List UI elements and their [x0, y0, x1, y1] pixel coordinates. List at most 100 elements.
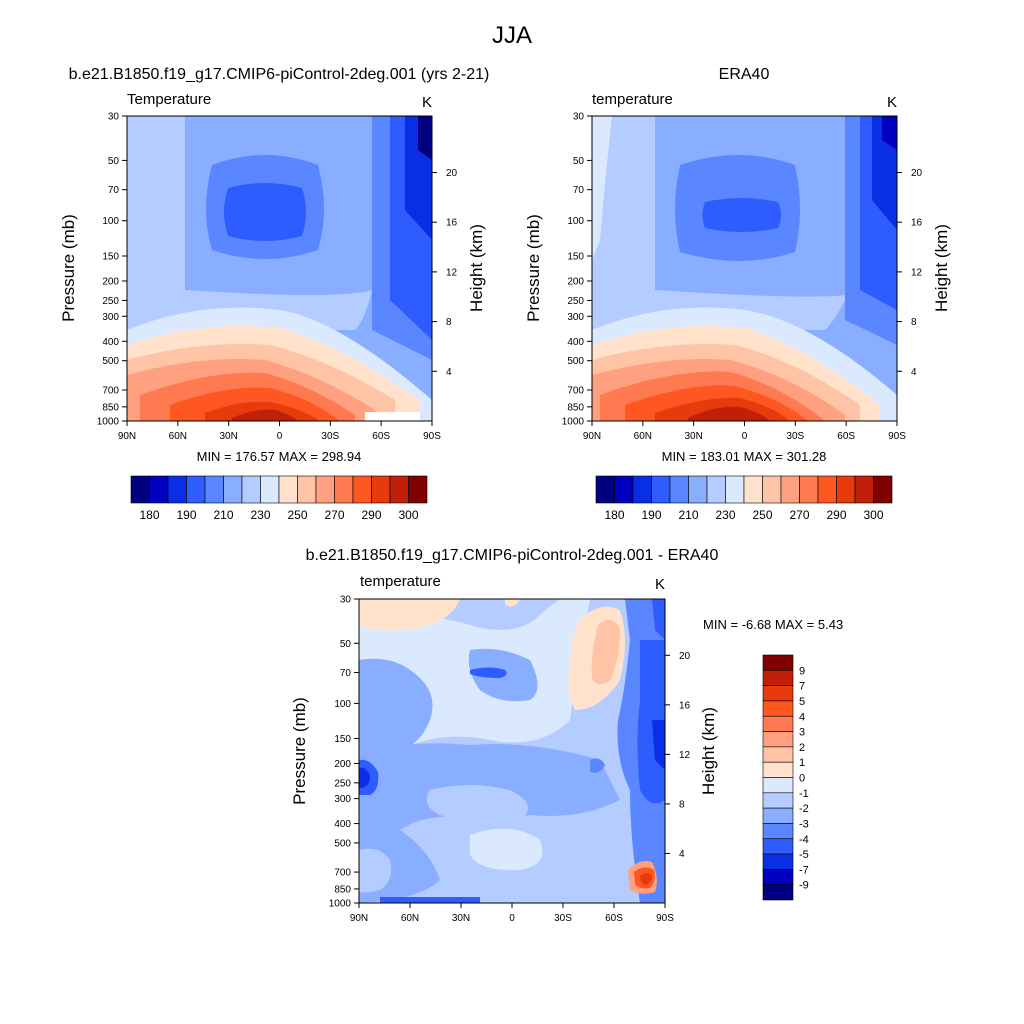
- difference-y-tick-label: 700: [334, 868, 351, 879]
- difference-y-right-tick-label: 8: [679, 799, 685, 810]
- era40-y-tick-label: 850: [567, 402, 584, 413]
- difference-region-dark-left-inner: [359, 767, 370, 788]
- difference-colorbar-swatch: [762, 869, 794, 885]
- difference-colorbar-swatch: [762, 715, 794, 732]
- difference-colorbar-label: -2: [799, 803, 809, 815]
- era40-colorbar-swatch: [725, 475, 745, 504]
- difference-colorbar-label: 0: [799, 773, 805, 785]
- difference-panel: b.e21.B1850.f19_g17.CMIP6-piControl-2deg…: [290, 547, 843, 924]
- difference-variable-label: temperature: [360, 573, 441, 590]
- model-colorbar-label: 290: [361, 508, 381, 522]
- difference-colorbar-label: 7: [799, 681, 805, 693]
- difference-region-dark-streak: [470, 667, 507, 678]
- model-y-tick-label: 300: [102, 312, 119, 323]
- model-colorbar-swatch: [130, 475, 150, 504]
- era40-colorbar-swatch: [780, 475, 800, 504]
- model-colorbar-label: 190: [176, 508, 196, 522]
- era40-y-tick-label: 30: [573, 112, 585, 123]
- difference-colorbar-swatch: [762, 731, 794, 748]
- difference-colorbar-label: 2: [799, 742, 805, 754]
- difference-y-right-tick-label: 20: [679, 651, 691, 662]
- model-y-tick-label: 50: [108, 156, 120, 167]
- model-y-tick-label: 250: [102, 296, 119, 307]
- difference-region-polar-3: [652, 599, 665, 640]
- era40-colorbar-swatch: [706, 475, 726, 504]
- difference-y-right-tick-label: 4: [679, 849, 685, 860]
- difference-y-tick-label: 150: [334, 734, 351, 745]
- era40-y-tick-label: 70: [573, 185, 585, 196]
- difference-y-axis-label: Pressure (mb): [290, 697, 309, 805]
- model-colorbar-swatch: [408, 475, 428, 504]
- era40-colorbar-swatch: [651, 475, 671, 504]
- era40-colorbar-label: 180: [604, 508, 624, 522]
- figure-title: JJA: [492, 22, 532, 49]
- era40-y-tick-label: 250: [567, 296, 584, 307]
- model-region-polar-4: [418, 116, 432, 160]
- model-colorbar-swatch: [241, 475, 261, 504]
- era40-colorbar: 180 190 210 230 250 270 290 300: [595, 475, 893, 522]
- era40-colorbar-swatch: [799, 475, 819, 504]
- difference-colorbar-label: -7: [799, 864, 809, 876]
- difference-region-top-warm-left: [359, 599, 460, 631]
- difference-colorbar-swatch: [762, 853, 794, 870]
- difference-colorbar-label: -1: [799, 788, 809, 800]
- model-y-tick-label: 400: [102, 337, 119, 348]
- difference-region-top-warm-small: [505, 599, 520, 607]
- model-x-tick-label: 30N: [219, 431, 237, 442]
- difference-y-tick-label: 250: [334, 778, 351, 789]
- difference-x-tick-label: 60N: [401, 913, 419, 924]
- difference-y-right-axis-label: Height (km): [699, 707, 718, 795]
- difference-region-mid-zero: [470, 828, 543, 871]
- era40-x-tick-label: 60N: [634, 431, 652, 442]
- era40-y-right-tick-label: 16: [911, 218, 923, 229]
- difference-y-tick-label: 70: [340, 668, 352, 679]
- era40-y-tick-label: 500: [567, 356, 584, 367]
- model-colorbar-swatch: [315, 475, 335, 504]
- difference-region-lower-light: [359, 848, 392, 893]
- era40-colorbar-swatch: [873, 475, 893, 504]
- era40-colorbar-swatch: [632, 475, 652, 504]
- difference-min-max-stats: MIN = -6.68 MAX = 5.43: [703, 617, 843, 632]
- model-y-tick-label: 100: [102, 216, 119, 227]
- model-variable-label: Temperature: [127, 91, 211, 108]
- difference-y-tick-label: 500: [334, 838, 351, 849]
- era40-region-polar-4: [882, 116, 897, 150]
- model-x-tick-label: 90N: [118, 431, 136, 442]
- model-y-tick-label: 1000: [97, 417, 120, 428]
- era40-y-tick-label: 300: [567, 312, 584, 323]
- era40-y-tick-label: 1000: [562, 417, 585, 428]
- model-axes: 305070100150200250300400500700850100090N…: [97, 112, 458, 443]
- difference-y-tick-label: 30: [340, 595, 352, 606]
- difference-colorbar: 9 7 5 4 3 2 1 0 -1 -2 -3 -4 -5 -7 -9: [762, 654, 809, 901]
- model-y-tick-label: 500: [102, 356, 119, 367]
- difference-colorbar-swatch: [762, 792, 794, 809]
- era40-panel: ERA40 temperature K 30507010015020025030…: [524, 66, 951, 522]
- model-y-tick-label: 200: [102, 277, 119, 288]
- difference-colorbar-swatch: [762, 700, 794, 717]
- era40-axes: 305070100150200250300400500700850100090N…: [562, 112, 923, 443]
- model-units-label: K: [422, 94, 432, 111]
- model-colorbar-label: 210: [213, 508, 233, 522]
- difference-x-tick-label: 90N: [350, 913, 368, 924]
- difference-colorbar-swatch: [762, 746, 794, 763]
- model-colorbar-label: 180: [139, 508, 159, 522]
- model-x-tick-label: 0: [277, 431, 283, 442]
- difference-region-bottom-stripe: [380, 897, 480, 903]
- model-missing-data: [365, 412, 420, 421]
- era40-colorbar-swatch: [688, 475, 708, 504]
- model-region-cold-core-inner: [224, 183, 306, 241]
- era40-colorbar-label: 210: [678, 508, 698, 522]
- era40-colorbar-label: 300: [863, 508, 883, 522]
- era40-x-tick-label: 60S: [837, 431, 855, 442]
- era40-variable-label: temperature: [592, 91, 673, 108]
- era40-colorbar-swatch: [817, 475, 837, 504]
- era40-region-cold-core-inner: [702, 198, 781, 232]
- model-y-tick-label: 70: [108, 185, 120, 196]
- model-colorbar-swatch: [278, 475, 298, 504]
- difference-colorbar-label: -3: [799, 818, 809, 830]
- era40-y-tick-label: 400: [567, 337, 584, 348]
- model-y-right-tick-label: 16: [446, 218, 458, 229]
- difference-region-warm-tongue-2: [591, 619, 620, 685]
- model-field: [127, 116, 432, 421]
- difference-x-tick-label: 60S: [605, 913, 623, 924]
